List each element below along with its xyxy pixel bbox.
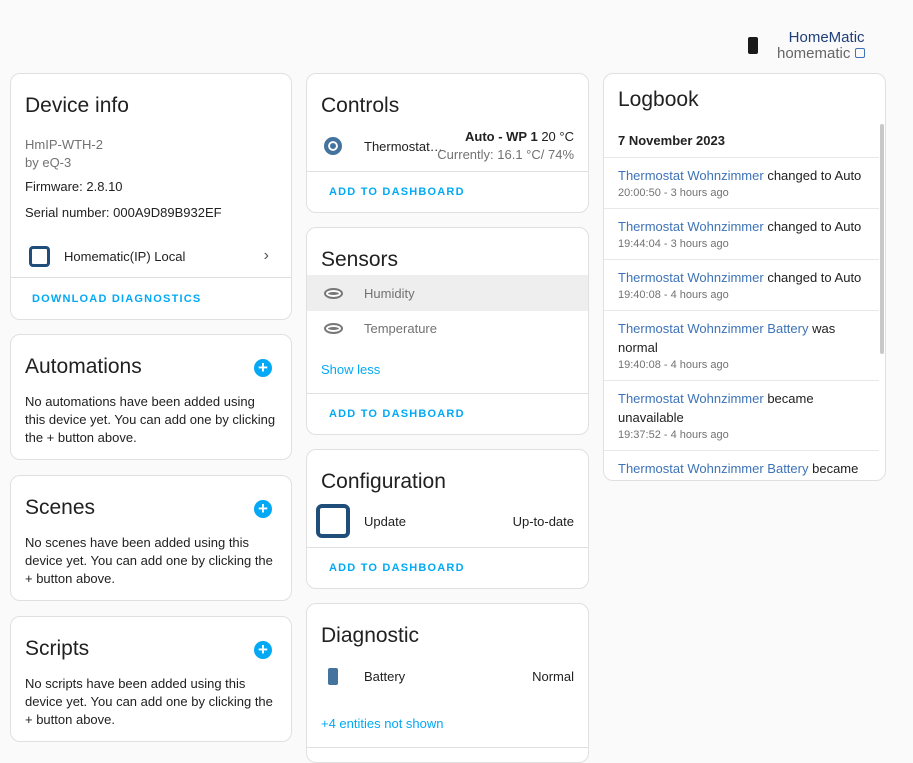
card-title: Controls — [321, 94, 400, 117]
automations-card: Automations + No automations have been a… — [10, 334, 292, 460]
log-entry: Thermostat Wohnzimmer became unavailable… — [604, 381, 879, 451]
controls-card: Controls Thermostat… Auto - WP 1 20 °C C… — [306, 73, 589, 213]
card-title: Logbook — [618, 88, 699, 111]
logo-top: HomeMatic — [788, 29, 865, 46]
battery-icon — [328, 667, 338, 685]
log-action: was normal — [618, 321, 836, 355]
integration-link[interactable]: Homematic(IP) Local › — [11, 238, 291, 274]
empty-text: No scenes have been added using this dev… — [25, 535, 273, 586]
add-scene-button[interactable]: + — [254, 500, 272, 518]
entity-state: Normal — [532, 668, 574, 684]
logo-bottom: homematic — [777, 45, 851, 62]
entity-link[interactable]: Thermostat Wohnzimmer — [618, 391, 764, 406]
log-entry: Thermostat Wohnzimmer Battery became — [604, 451, 879, 480]
update-row[interactable]: Update Up-to-date — [307, 503, 588, 539]
scripts-card: Scripts + No scripts have been added usi… — [10, 616, 292, 742]
entity-state: Up-to-date — [512, 513, 574, 529]
thermostat-row[interactable]: Thermostat… Auto - WP 1 20 °C Currently:… — [307, 128, 588, 164]
sensor-row-humidity[interactable]: Humidity — [307, 275, 588, 311]
entity-name: Battery — [364, 668, 406, 684]
logbook-date: 7 November 2023 — [604, 126, 879, 158]
serial-number: Serial number: 000A9D89B932EF — [25, 205, 222, 220]
battery-icon — [748, 37, 758, 54]
card-title: Automations — [25, 355, 142, 378]
device-manufacturer: by eQ-3 — [25, 155, 72, 170]
entity-name: Update — [364, 513, 406, 529]
log-action: became unavailable — [618, 391, 814, 425]
card-title: Device info — [25, 94, 129, 117]
card-title: Scenes — [25, 496, 96, 519]
logbook-card: Logbook 7 November 2023 Thermostat Wohnz… — [603, 73, 886, 481]
add-automation-button[interactable]: + — [254, 359, 272, 377]
update-icon — [316, 504, 350, 538]
log-time: 19:40:08 - 4 hours ago — [618, 289, 729, 301]
log-time: 19:37:52 - 4 hours ago — [618, 429, 729, 441]
card-title: Configuration — [321, 470, 446, 493]
log-action: changed to Auto — [767, 219, 862, 234]
log-entry: Thermostat Wohnzimmer Battery was normal… — [604, 311, 879, 381]
scenes-card: Scenes + No scenes have been added using… — [10, 475, 292, 601]
logbook-list: 7 November 2023 Thermostat Wohnzimmer ch… — [604, 126, 879, 480]
log-time: 19:44:04 - 3 hours ago — [618, 238, 729, 250]
log-time: 20:00:50 - 3 hours ago — [618, 187, 729, 199]
add-script-button[interactable]: + — [254, 641, 272, 659]
card-title: Diagnostic — [321, 624, 420, 647]
entities-not-shown-link[interactable]: +4 entities not shown — [321, 716, 444, 731]
hvac-mode: Auto - WP 1 — [465, 129, 538, 144]
entity-link[interactable]: Thermostat Wohnzimmer — [618, 219, 764, 234]
logo-badge-icon — [854, 48, 865, 58]
entity-name: Thermostat… — [364, 138, 443, 154]
chevron-right-icon: › — [263, 247, 269, 264]
eye-icon — [324, 322, 343, 334]
target-temp: 20 °C — [541, 129, 574, 144]
device-model: HmIP-WTH-2 — [25, 137, 103, 152]
device-info-card: Device info HmIP-WTH-2 by eQ-3 Firmware:… — [10, 73, 292, 320]
card-title: Sensors — [321, 248, 399, 271]
empty-text: No automations have been added using thi… — [25, 394, 276, 445]
log-action: changed to Auto — [767, 270, 862, 285]
firmware: Firmware: 2.8.10 — [25, 179, 123, 194]
entity-link[interactable]: Thermostat Wohnzimmer Battery — [618, 461, 809, 476]
homematic-logo: HomeMatic homematic — [777, 30, 865, 62]
download-diagnostics-button[interactable]: DOWNLOAD DIAGNOSTICS — [32, 293, 202, 305]
thermostat-icon — [324, 137, 342, 155]
sensor-row-temperature[interactable]: Temperature — [307, 310, 588, 346]
current-state: Currently: 16.1 °C/ 74% — [437, 147, 574, 162]
log-time: 19:40:08 - 4 hours ago — [618, 359, 729, 371]
configuration-card: Configuration Update Up-to-date ADD TO D… — [306, 449, 589, 589]
log-action: changed to Auto — [767, 168, 862, 183]
entity-link[interactable]: Thermostat Wohnzimmer — [618, 270, 764, 285]
eye-icon — [324, 287, 343, 299]
homematic-icon — [29, 245, 50, 267]
entity-link[interactable]: Thermostat Wohnzimmer — [618, 168, 764, 183]
logbook-scrollbar[interactable] — [880, 124, 884, 354]
log-action: became — [812, 461, 859, 476]
add-to-dashboard-button[interactable]: ADD TO DASHBOARD — [329, 186, 465, 198]
integration-label: Homematic(IP) Local — [64, 248, 186, 264]
add-to-dashboard-button[interactable]: ADD TO DASHBOARD — [329, 562, 465, 574]
entity-link[interactable]: Thermostat Wohnzimmer Battery — [618, 321, 809, 336]
sensor-label: Temperature — [364, 320, 437, 336]
sensor-label: Humidity — [364, 285, 415, 301]
empty-text: No scripts have been added using this de… — [25, 676, 273, 727]
diagnostic-card: Diagnostic Battery Normal +4 entities no… — [306, 603, 589, 763]
battery-row[interactable]: Battery Normal — [307, 658, 588, 694]
log-entry: Thermostat Wohnzimmer changed to Auto 20:… — [604, 158, 879, 209]
add-to-dashboard-button[interactable]: ADD TO DASHBOARD — [329, 408, 465, 420]
log-entry: Thermostat Wohnzimmer changed to Auto 19:… — [604, 209, 879, 260]
show-less-link[interactable]: Show less — [321, 362, 381, 377]
sensors-card: Sensors Humidity Temperature Show less A… — [306, 227, 589, 435]
card-title: Scripts — [25, 637, 90, 660]
log-entry: Thermostat Wohnzimmer changed to Auto 19:… — [604, 260, 879, 311]
